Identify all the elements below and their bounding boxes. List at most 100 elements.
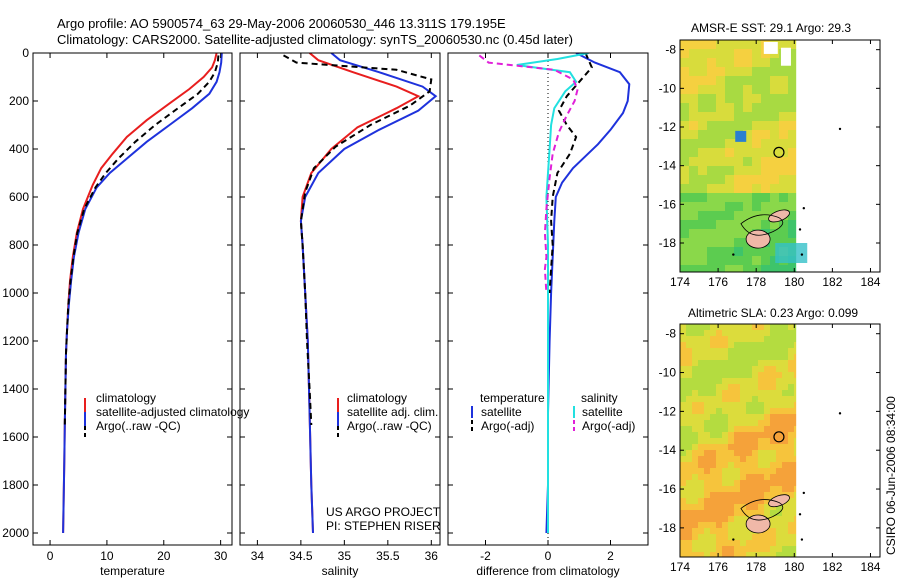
y-tick-label: -18	[659, 521, 677, 535]
map-cell	[740, 360, 746, 366]
map-cell	[752, 396, 758, 402]
map-cell	[716, 76, 725, 85]
map-cell	[716, 498, 722, 504]
y-tick-label: -12	[659, 404, 677, 418]
map-cell	[764, 468, 770, 474]
map-cell	[794, 444, 797, 450]
map-cell	[752, 456, 758, 462]
map-cell	[776, 420, 782, 426]
map-cell	[704, 540, 710, 546]
map-cell	[776, 534, 782, 540]
map-cell	[698, 67, 707, 76]
map-cell	[680, 85, 689, 94]
map-cell	[794, 498, 797, 504]
map-cell	[698, 390, 704, 396]
map-cell	[734, 211, 743, 220]
map-cell	[689, 166, 698, 175]
map-cell	[752, 354, 758, 360]
map-cell	[770, 468, 776, 474]
map-cell	[794, 396, 797, 402]
map-cell	[728, 414, 734, 420]
map-cell	[764, 372, 770, 378]
x-tick-label: 184	[860, 275, 880, 289]
map-cell	[746, 330, 752, 336]
map-cell	[686, 426, 692, 432]
map-cell	[770, 157, 779, 166]
map-cell	[758, 450, 764, 456]
map-cell	[698, 360, 704, 366]
map-cell	[746, 420, 752, 426]
map-cell	[770, 534, 776, 540]
map-cell	[734, 552, 740, 557]
map-cell	[761, 76, 770, 85]
map-cell	[686, 432, 692, 438]
map-cell	[680, 220, 689, 229]
map-cell	[716, 211, 725, 220]
map-cell	[725, 202, 734, 211]
map-cell	[680, 468, 686, 474]
map-cell	[776, 456, 782, 462]
map-cell	[758, 492, 764, 498]
map-cell	[752, 438, 758, 444]
map-cell	[764, 474, 770, 480]
map-cell	[734, 438, 740, 444]
map-cell	[776, 426, 782, 432]
map-cell	[725, 121, 734, 130]
map-cell	[764, 498, 770, 504]
map-cell	[692, 462, 698, 468]
map-cell	[725, 166, 734, 175]
legend-header-temperature: temperature	[480, 391, 545, 405]
map-cell	[770, 58, 779, 67]
map-cell	[707, 148, 716, 157]
map-cell	[680, 40, 689, 49]
map-cell	[734, 229, 743, 238]
island-vanua-levu	[768, 494, 790, 508]
map-cell	[734, 528, 740, 534]
map-cell	[728, 348, 734, 354]
map-cell	[734, 384, 740, 390]
legend-label-sal-argo: Argo(-adj)	[582, 419, 635, 433]
map-cell	[788, 342, 794, 348]
map-cell	[707, 112, 716, 121]
map-cell	[692, 468, 698, 474]
map-cell	[788, 85, 797, 94]
map-cell	[782, 552, 788, 557]
map-cell	[707, 139, 716, 148]
map-cell	[689, 85, 698, 94]
temperature-x-axis-label: temperature	[100, 564, 165, 578]
map-cell	[710, 360, 716, 366]
map-cell	[710, 432, 716, 438]
map-cell	[716, 202, 725, 211]
map-cell	[776, 462, 782, 468]
islet-dot	[732, 253, 735, 256]
map-cell	[680, 112, 689, 121]
map-cell	[788, 336, 794, 342]
map-cell	[770, 480, 776, 486]
map-cell	[788, 330, 794, 336]
x-tick-label: -2	[480, 549, 491, 563]
map-cell	[794, 402, 797, 408]
map-cell	[734, 67, 743, 76]
map-cell	[698, 49, 707, 58]
map-cell	[746, 438, 752, 444]
map-cell	[710, 546, 716, 552]
map-cell	[722, 372, 728, 378]
y-tick-label: -8	[665, 327, 676, 341]
map-cell	[752, 426, 758, 432]
map-cell	[752, 474, 758, 480]
map-cell	[788, 366, 794, 372]
map-cell	[752, 360, 758, 366]
map-cell	[746, 336, 752, 342]
map-cell	[776, 492, 782, 498]
map-cell	[740, 474, 746, 480]
map-cell	[734, 366, 740, 372]
map-cell	[704, 426, 710, 432]
map-cell	[776, 372, 782, 378]
map-cell	[782, 384, 788, 390]
map-cell	[704, 432, 710, 438]
map-cell	[692, 420, 698, 426]
map-cell	[780, 47, 791, 66]
map-cell	[704, 414, 710, 420]
map-cell	[776, 330, 782, 336]
map-cell	[743, 121, 752, 130]
